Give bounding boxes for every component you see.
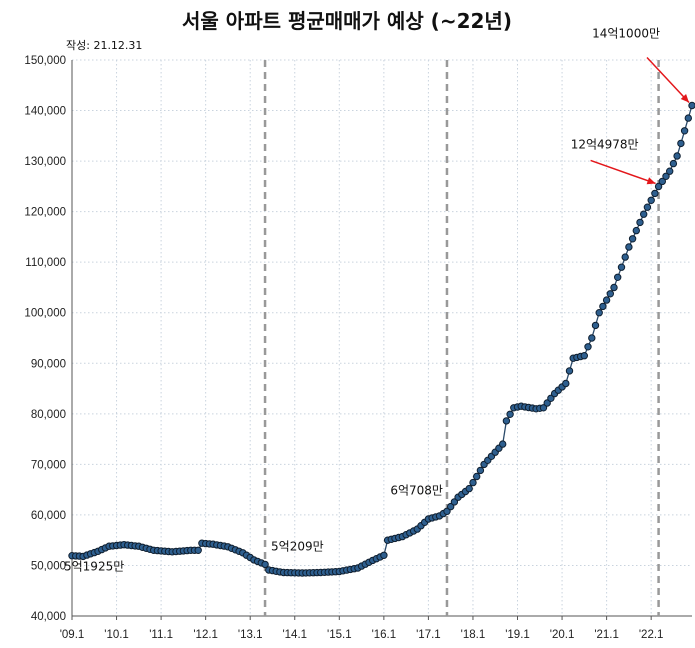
x-tick-label: '17.1	[416, 629, 441, 641]
chart-title: 서울 아파트 평균매매가 예상 (~22년)	[182, 9, 512, 33]
y-tick-label: 80,000	[31, 409, 66, 421]
x-tick-label: '11.1	[149, 629, 173, 641]
x-tick-label: '10.1	[104, 629, 129, 641]
data-point	[658, 177, 666, 186]
data-point	[632, 226, 640, 235]
y-tick-label: 140,000	[24, 106, 66, 118]
x-tick-label: '15.1	[327, 629, 352, 641]
data-point	[636, 218, 644, 227]
annotation-arrowhead	[680, 93, 689, 103]
y-tick-label: 150,000	[24, 55, 66, 67]
annotation-label: 14억1000만	[592, 26, 660, 40]
data-point	[621, 253, 629, 261]
annotation-arrowhead	[646, 177, 656, 185]
data-point	[666, 167, 674, 175]
series-layer	[68, 101, 695, 577]
data-point	[684, 114, 692, 122]
data-point	[443, 507, 451, 515]
dashed-marker-layer	[263, 60, 660, 616]
data-point	[580, 352, 588, 360]
data-point	[677, 139, 685, 148]
y-tick-label: 60,000	[31, 510, 66, 522]
data-point	[640, 210, 648, 218]
data-point	[465, 484, 473, 493]
x-tick-label: '22.1	[639, 629, 664, 641]
data-point	[539, 404, 548, 412]
x-tick-label: '12.1	[193, 629, 218, 641]
y-tick-label: 110,000	[25, 257, 66, 269]
x-tick-label: '19.1	[505, 629, 530, 641]
y-tick-label: 100,000	[24, 308, 66, 320]
y-tick-label: 90,000	[31, 358, 66, 370]
data-point	[473, 472, 481, 481]
x-tick-label: '09.1	[60, 629, 85, 641]
y-tick-label: 130,000	[24, 156, 66, 168]
data-point	[588, 334, 596, 342]
y-tick-label: 40,000	[31, 611, 66, 623]
data-point	[602, 296, 611, 304]
annotation-label: 5억1925만	[64, 560, 124, 574]
chart-subtitle: 작성: 21.12.31	[66, 39, 142, 52]
data-point	[447, 502, 455, 511]
data-point	[617, 263, 626, 271]
grid-layer	[72, 59, 692, 616]
data-point	[499, 440, 507, 448]
data-point	[565, 367, 574, 375]
data-point	[543, 399, 551, 407]
data-point	[610, 283, 618, 292]
x-tick-label: '20.1	[550, 629, 575, 641]
data-point	[547, 394, 555, 402]
data-point	[680, 127, 689, 135]
y-tick-label: 70,000	[31, 459, 66, 471]
data-point	[476, 466, 485, 475]
data-point	[595, 309, 603, 317]
axis-layer: 40,000 50,000 60,000 70,000 80,000 90,000 100,…	[24, 55, 692, 641]
data-point	[673, 152, 681, 160]
x-tick-label: '18.1	[461, 629, 486, 641]
data-point	[643, 203, 652, 211]
x-tick-label: '16.1	[372, 629, 397, 641]
data-point	[651, 189, 659, 198]
data-point	[591, 321, 600, 330]
data-point	[688, 101, 695, 110]
data-point	[584, 343, 592, 351]
data-point	[614, 273, 622, 281]
data-point	[654, 182, 663, 191]
data-point	[261, 560, 269, 569]
annotation-label: 12억4978만	[571, 137, 639, 151]
data-point	[662, 172, 670, 181]
data-point	[562, 379, 570, 388]
annotation-label: 5억209만	[271, 539, 324, 553]
y-tick-label: 50,000	[31, 560, 66, 572]
data-point	[647, 196, 655, 205]
data-point	[469, 478, 477, 487]
data-point	[450, 498, 459, 506]
x-tick-label: '13.1	[238, 629, 263, 641]
data-point	[599, 302, 607, 311]
data-point	[628, 235, 637, 243]
y-tick-label: 120,000	[24, 207, 66, 219]
data-point	[502, 417, 511, 425]
annotation-label: 6억708만	[390, 483, 443, 497]
data-point	[506, 410, 514, 418]
x-tick-label: '21.1	[594, 629, 619, 641]
data-point	[606, 290, 614, 298]
data-point	[625, 243, 633, 251]
data-point	[380, 551, 388, 559]
annotation-arrow	[590, 159, 656, 185]
x-tick-label: '14.1	[282, 629, 307, 641]
annotation-layer: 5억1925만 5억209만 6억708만 12억4978만 14억1000만	[64, 26, 690, 574]
data-point	[194, 546, 202, 554]
data-point	[669, 159, 678, 168]
annotation-arrow	[646, 56, 690, 104]
